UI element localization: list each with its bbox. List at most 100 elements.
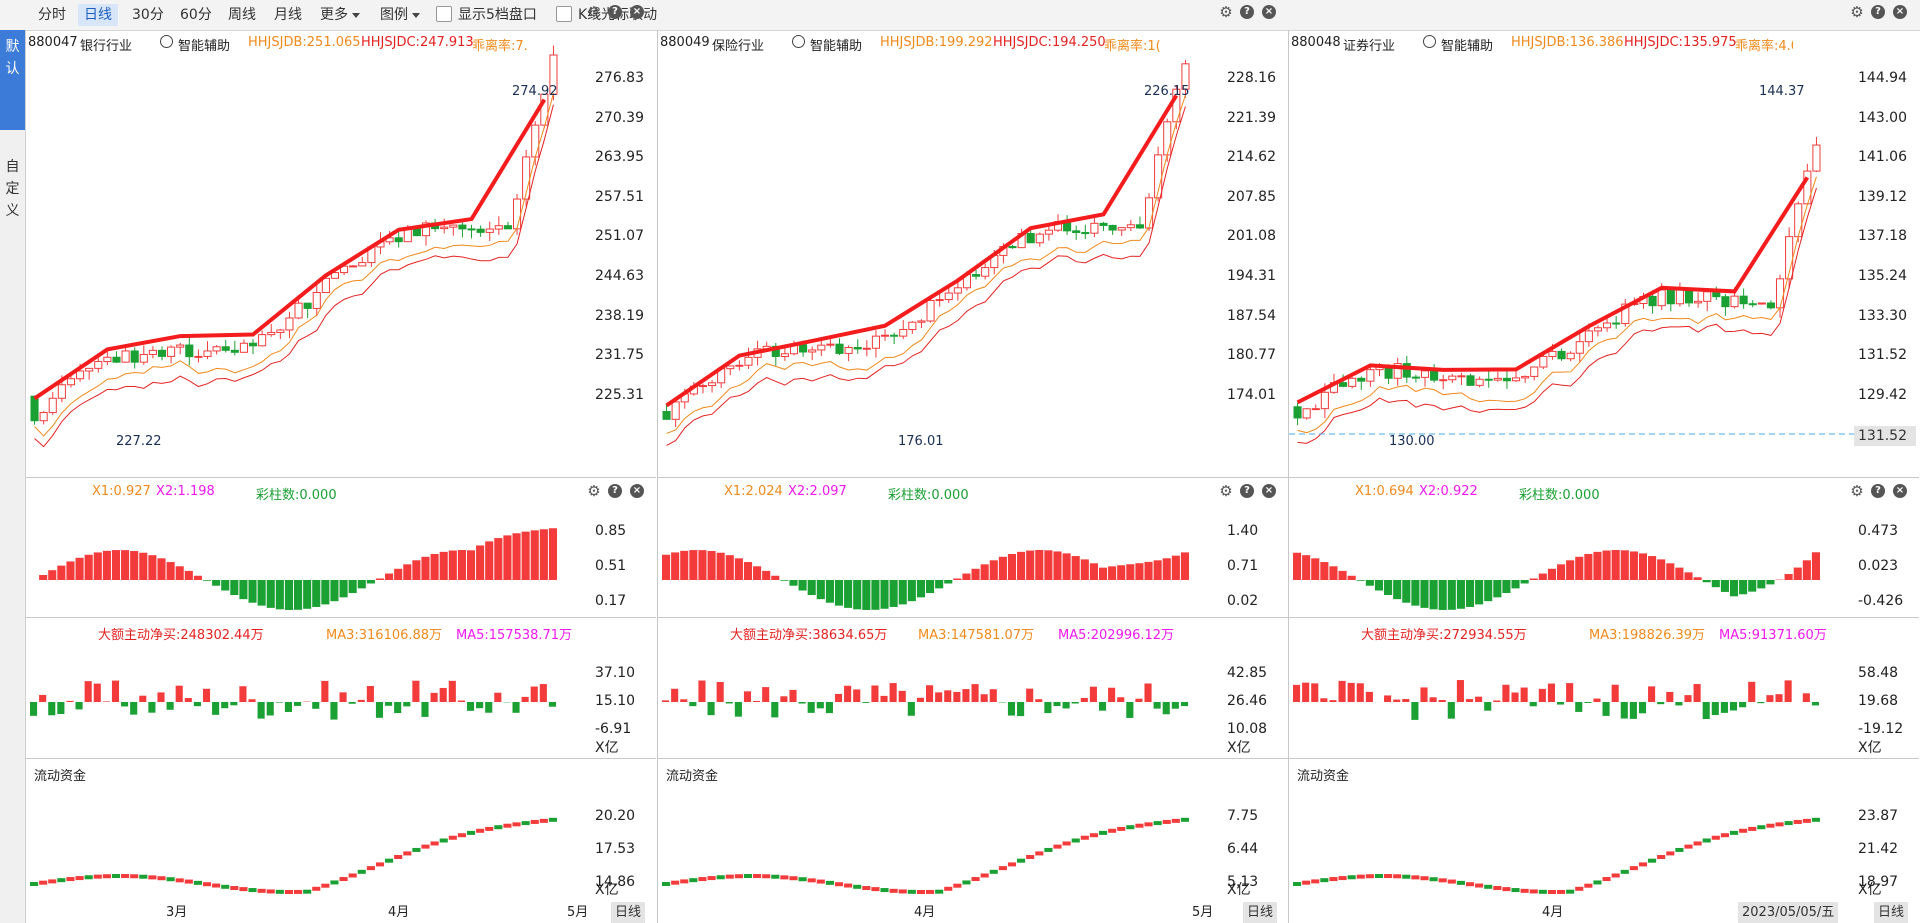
panel-code: 880047 [28,35,78,50]
candlestick [1311,404,1320,411]
liquidity-bar [1411,875,1420,880]
season-bar [1493,580,1502,598]
assist-dropdown-icon[interactable] [1423,35,1436,48]
price-tick: 137.18 [1858,228,1907,245]
liquidity-tick: 5.13 [1227,874,1259,890]
season-bar [944,580,953,584]
liquidity-bar [962,880,971,885]
season-bar [816,580,825,600]
candlestick [194,349,203,363]
gear-icon[interactable]: ⚙ [1850,3,1864,21]
kline-chart[interactable] [26,45,591,477]
liquidity-bar [753,874,762,879]
close-icon[interactable]: × [1262,484,1276,498]
flow-bar [1062,702,1070,709]
show-5-level-checkbox[interactable] [436,6,452,22]
liquidity-bar [1502,887,1511,892]
liquidity-bar [1811,817,1820,822]
candlestick [1575,332,1584,363]
flow-bar [743,691,752,702]
ma-line-red [1297,187,1817,444]
gear-icon[interactable]: ⚙ [587,3,601,21]
flow-bar [548,702,556,707]
gear-icon[interactable]: ⚙ [1219,482,1233,500]
flow-bar [102,701,110,702]
flow-bar [1557,702,1565,705]
flow-tick: 19.68 [1858,693,1899,709]
tab-minute[interactable]: 分时 [38,7,66,23]
candlestick [130,347,139,369]
help-icon[interactable]: ? [1240,484,1254,498]
flow-bar [926,685,934,702]
close-icon[interactable]: × [1262,5,1276,19]
season-bar [1026,550,1035,580]
help-icon[interactable]: ? [608,484,622,498]
liquidity-bar [935,889,944,894]
season-bar [1293,552,1302,580]
help-icon[interactable]: ? [1871,484,1885,498]
kline-chart[interactable] [658,54,1223,477]
help-icon[interactable]: ? [608,5,622,19]
flow-bar [1493,700,1501,702]
gear-icon[interactable]: ⚙ [1850,482,1864,500]
tab-monthly[interactable]: 月线 [274,7,302,23]
season-bar [1365,580,1374,586]
season-tick: 0.51 [595,558,627,574]
liquidity-bar [1475,883,1484,888]
period-label: 日线 [1243,902,1278,923]
chevron-down-icon [412,12,420,18]
liquidity-bar [1053,844,1062,849]
season-bar [1648,556,1657,580]
assist-dropdown-icon[interactable] [160,35,173,48]
gear-icon[interactable]: ⚙ [587,482,601,500]
tab-weekly[interactable]: 周线 [228,7,256,23]
liquidity-bar [1420,876,1429,881]
price-tick: 131.52 [1858,347,1907,364]
candlestick [267,323,276,337]
hhjsjdc-value: HHJSJDC:135.975 [1624,35,1737,50]
liquidity-bar [275,889,284,894]
season-bar [75,557,84,580]
close-icon[interactable]: × [630,484,644,498]
tab-daily[interactable]: 日线 [78,4,118,26]
flow-bar [889,683,897,702]
season-bar [239,580,248,600]
flow-bar [1126,702,1134,718]
side-tab-custom[interactable]: 自定义 [0,150,25,260]
flow-unit: X亿 [1858,740,1882,756]
side-tab-default[interactable]: 默认 [0,30,25,130]
season-tick: 0.17 [595,593,627,609]
help-icon[interactable]: ? [1240,5,1254,19]
flow-bar [521,696,529,702]
legend-dropdown[interactable]: 图例 [374,4,426,26]
flow-bar [321,680,329,702]
season-bar [1080,559,1089,580]
candlestick [1448,373,1457,383]
month-label: 3月 [166,905,188,920]
season-count: 彩柱数:0.000 [888,488,969,503]
crosshair-price-label: 131.52 [1854,426,1916,446]
close-icon[interactable]: × [630,5,644,19]
more-dropdown[interactable]: 更多 [314,4,366,26]
liquidity-bar [1657,855,1666,860]
candlestick [1393,357,1402,386]
season-bar [111,550,121,580]
flow-bar [1080,697,1088,702]
candlestick [1008,244,1017,249]
candlestick [835,338,844,356]
tab-60min[interactable]: 60分 [180,7,212,23]
liquidity-bar [998,866,1007,871]
liquidity-tick: 20.20 [595,808,636,824]
section-divider [658,617,1288,618]
close-icon[interactable]: × [1893,5,1907,19]
season-bar [330,580,339,602]
close-icon[interactable]: × [1893,484,1907,498]
season-bar [1547,568,1556,580]
tab-30min[interactable]: 30分 [132,7,164,23]
kline-chart[interactable] [1289,54,1854,477]
kline-cursor-link-checkbox[interactable] [556,6,572,22]
flow-bar [430,692,438,702]
assist-dropdown-icon[interactable] [792,35,805,48]
help-icon[interactable]: ? [1871,5,1885,19]
gear-icon[interactable]: ⚙ [1219,3,1233,21]
